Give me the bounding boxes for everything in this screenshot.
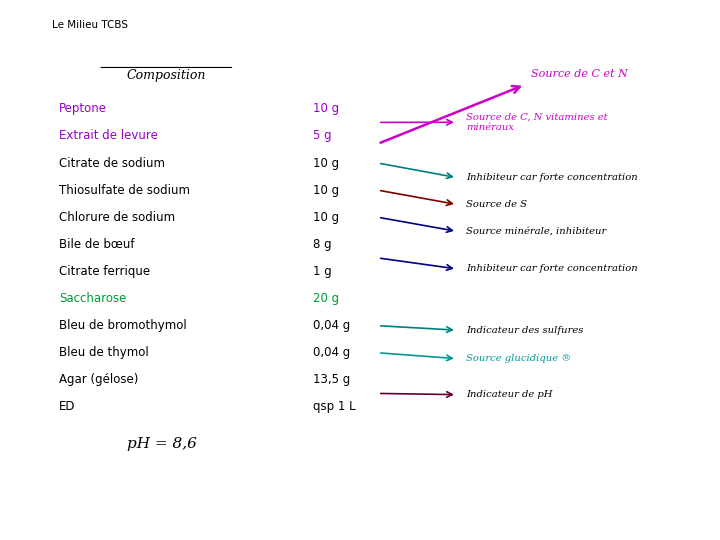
Text: Source glucidique ®: Source glucidique ® [466,354,572,363]
Text: 5 g: 5 g [313,130,332,143]
Text: Bleu de bromothymol: Bleu de bromothymol [59,319,186,332]
Text: Thiosulfate de sodium: Thiosulfate de sodium [59,184,190,197]
Text: 20 g: 20 g [313,292,340,305]
Text: Chlorure de sodium: Chlorure de sodium [59,211,175,224]
Text: Inhibiteur car forte concentration: Inhibiteur car forte concentration [466,173,638,182]
Text: 1 g: 1 g [313,265,332,278]
Text: Agar (gélose): Agar (gélose) [59,373,138,387]
Text: pH = 8,6: pH = 8,6 [127,436,197,450]
Text: Saccharose: Saccharose [59,292,126,305]
Text: 10 g: 10 g [313,103,340,116]
Text: Source de C et N: Source de C et N [531,69,628,79]
Text: Bile de bœuf: Bile de bœuf [59,238,134,251]
Text: Peptone: Peptone [59,103,107,116]
Text: 0,04 g: 0,04 g [313,346,351,359]
Text: 13,5 g: 13,5 g [313,373,351,387]
Text: 10 g: 10 g [313,184,340,197]
Text: Composition: Composition [127,69,206,82]
Text: 10 g: 10 g [313,211,340,224]
Text: 8 g: 8 g [313,238,332,251]
Text: Extrait de levure: Extrait de levure [59,130,158,143]
Text: Source de C, N vitamines et
minéraux: Source de C, N vitamines et minéraux [466,112,608,132]
Text: Indicateur des sulfures: Indicateur des sulfures [466,326,583,335]
Text: Source de S: Source de S [466,200,527,209]
Text: Bleu de thymol: Bleu de thymol [59,346,148,359]
Text: ED: ED [59,401,76,414]
Text: Indicateur de pH: Indicateur de pH [466,390,553,399]
Text: 0,04 g: 0,04 g [313,319,351,332]
Text: Source minérale, inhibiteur: Source minérale, inhibiteur [466,227,606,236]
Text: Inhibiteur car forte concentration: Inhibiteur car forte concentration [466,265,638,273]
Text: Citrate de sodium: Citrate de sodium [59,157,165,170]
Text: Citrate ferrique: Citrate ferrique [59,265,150,278]
Text: qsp 1 L: qsp 1 L [313,401,356,414]
Text: Le Milieu TCBS: Le Milieu TCBS [52,20,127,30]
Text: 10 g: 10 g [313,157,340,170]
